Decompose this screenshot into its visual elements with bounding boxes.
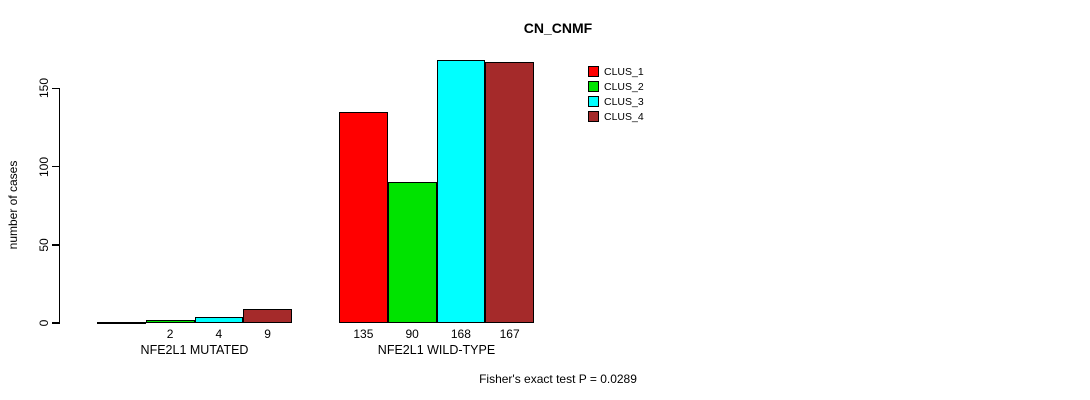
- y-axis-line: [58, 88, 60, 323]
- legend-item: CLUS_1: [588, 64, 644, 79]
- category-label: NFE2L1 WILD-TYPE: [377, 343, 496, 357]
- bar-clus-1: [339, 111, 388, 323]
- bar-clus-3: [194, 316, 244, 323]
- bar-clus-3: [436, 60, 486, 323]
- bar-value-label: 2: [166, 327, 174, 341]
- category-label: NFE2L1 MUTATED: [140, 343, 249, 357]
- bar-clus-4: [243, 308, 292, 323]
- y-tick-label: 150: [37, 78, 51, 99]
- legend-label: CLUS_4: [604, 110, 644, 123]
- legend: CLUS_1 CLUS_2 CLUS_3 CLUS_4: [588, 64, 644, 124]
- y-tick: [52, 165, 60, 168]
- legend-label: CLUS_1: [604, 65, 644, 78]
- stat-test-annotation: Fisher's exact test P = 0.0289: [479, 372, 637, 386]
- y-tick-label: 100: [37, 156, 51, 177]
- bar-value-label: 168: [450, 327, 471, 341]
- bar-clus-2: [145, 319, 195, 323]
- legend-label: CLUS_2: [604, 80, 644, 93]
- y-tick: [52, 87, 60, 89]
- bar-value-label: 167: [499, 327, 520, 341]
- y-tick: [52, 322, 60, 324]
- bar-value-label: 135: [353, 327, 374, 341]
- legend-label: CLUS_3: [604, 95, 644, 108]
- bar-clus-2: [387, 182, 437, 323]
- bar-clus-4: [485, 61, 534, 323]
- legend-swatch-clus-2: [588, 81, 599, 92]
- bar-value-label: 4: [215, 327, 223, 341]
- legend-swatch-clus-4: [588, 111, 599, 122]
- legend-item: CLUS_4: [588, 109, 644, 124]
- legend-item: CLUS_3: [588, 94, 644, 109]
- legend-swatch-clus-3: [588, 96, 599, 107]
- bar-value-label: 9: [264, 327, 271, 341]
- chart-title: CN_CNMF: [523, 20, 593, 36]
- y-tick-label: 50: [37, 238, 51, 252]
- y-tick: [52, 244, 60, 246]
- bar-value-label: 90: [405, 327, 419, 341]
- y-tick-label: 0: [37, 319, 51, 327]
- legend-item: CLUS_2: [588, 79, 644, 94]
- legend-swatch-clus-1: [588, 66, 599, 77]
- bar-clus-1: [97, 321, 146, 324]
